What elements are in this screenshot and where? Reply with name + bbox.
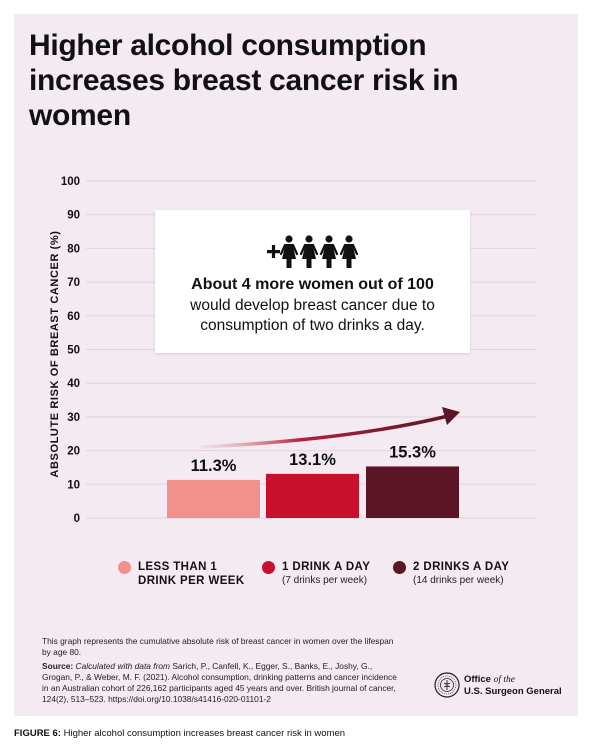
footnote-text: This graph represents the cumulative abs… <box>42 636 394 657</box>
y-tick-label: 20 <box>67 446 80 458</box>
bar-3 <box>366 466 459 518</box>
y-axis-label: ABSOLUTE RISK OF BREAST CANCER (%) <box>49 230 61 478</box>
woman-icon <box>339 235 359 268</box>
bar-value-label: 15.3% <box>389 443 436 461</box>
woman-icon <box>319 235 339 268</box>
plus-icon <box>267 245 280 258</box>
infographic-card <box>14 14 578 716</box>
y-tick-label: 90 <box>67 210 80 222</box>
y-tick-label: 40 <box>67 378 80 390</box>
legend-label: 2 DRINKS A DAY <box>413 561 510 573</box>
legend-swatch <box>262 561 275 574</box>
y-tick-label: 80 <box>67 243 80 255</box>
legend-sublabel: (14 drinks per week) <box>413 575 504 586</box>
footnote: This graph represents the cumulative abs… <box>42 636 402 705</box>
callout-box: About 4 more women out of 100 would deve… <box>155 210 470 353</box>
woman-icon <box>279 235 299 268</box>
callout-icons <box>267 235 359 268</box>
callout-text: would develop breast cancer due to consu… <box>190 297 435 334</box>
y-tick-label: 50 <box>67 345 80 357</box>
bar-2 <box>266 473 359 518</box>
callout-headline: About 4 more women out of 100 <box>191 276 434 293</box>
source-citation: Source: Calculated with data from Sarich… <box>42 661 397 704</box>
legend-label: LESS THAN 1 DRINK PER WEEK <box>138 561 245 587</box>
legend-swatch <box>118 561 131 574</box>
bar-1 <box>167 479 260 518</box>
y-tick-label: 0 <box>74 513 80 525</box>
legend-swatch <box>393 561 406 574</box>
y-tick-label: 100 <box>61 176 80 188</box>
bar-value-label: 13.1% <box>289 451 336 469</box>
logo-text: Office of the U.S. Surgeon General <box>464 674 562 697</box>
y-tick-label: 60 <box>67 311 80 323</box>
figure-caption: FIGURE 6: Higher alcohol consumption inc… <box>14 728 346 739</box>
trend-arrowhead <box>442 407 460 425</box>
seal-icon <box>434 672 460 698</box>
legend-sublabel: (7 drinks per week) <box>282 575 368 586</box>
bar-value-label: 11.3% <box>191 457 237 475</box>
y-tick-label: 70 <box>67 277 80 289</box>
surgeon-general-logo: Office of the U.S. Surgeon General <box>434 672 574 700</box>
y-tick-label: 30 <box>67 412 80 424</box>
legend-label: 1 DRINK A DAY <box>282 561 371 573</box>
woman-icon <box>299 235 319 268</box>
trend-arrow <box>199 414 449 449</box>
chart-title: Higher alcohol consumption increases bre… <box>29 29 459 132</box>
y-tick-label: 10 <box>67 479 80 491</box>
